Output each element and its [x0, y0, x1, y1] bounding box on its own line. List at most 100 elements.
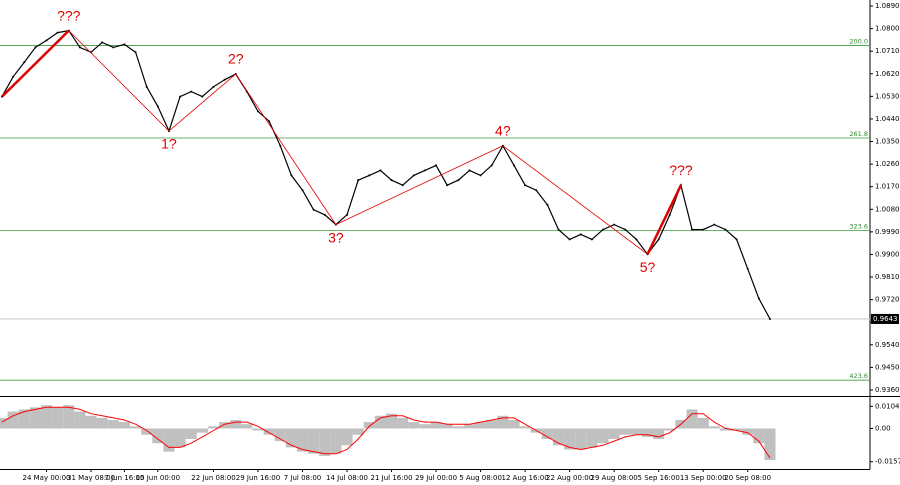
wave-label: ???	[669, 162, 693, 178]
histogram-bar	[697, 417, 709, 429]
wave-label: 2?	[228, 51, 244, 67]
price-point	[301, 189, 304, 192]
price-point	[379, 169, 382, 172]
price-point	[535, 189, 538, 192]
price-point	[290, 174, 293, 177]
x-tick-label: 15 Jun 00:00	[136, 474, 180, 482]
histogram-bar	[586, 428, 598, 448]
x-tick-label: 29 Jul 00:00	[415, 474, 457, 482]
histogram-bar	[319, 428, 331, 456]
histogram-bar	[74, 411, 86, 429]
histogram-bar	[408, 422, 420, 429]
histogram-bar	[308, 428, 320, 454]
price-point	[212, 85, 215, 88]
price-point	[479, 174, 482, 177]
y-tick-label: 0.9450	[875, 363, 900, 371]
histogram-bar	[241, 424, 253, 429]
price-point	[45, 39, 48, 42]
price-point	[312, 208, 315, 211]
histogram-bar	[575, 428, 587, 450]
histogram-bar	[430, 422, 442, 429]
x-tick-label: 22 Jun 08:00	[191, 474, 235, 482]
histogram-bar	[0, 417, 8, 429]
price-point	[746, 267, 749, 270]
histogram-bar	[52, 407, 64, 429]
price-point	[724, 228, 727, 231]
wave-label: 5?	[640, 259, 656, 275]
y-tick-label: 0.9990	[875, 228, 900, 236]
x-tick-label: 14 Jul 08:00	[326, 474, 368, 482]
price-point	[735, 238, 738, 241]
price-point	[78, 46, 81, 49]
last-price-label: 0.9643	[873, 315, 898, 323]
fib-level-label: 200.0	[849, 37, 868, 45]
fib-level-label: 261.8	[849, 130, 868, 138]
histogram-bar	[552, 428, 565, 446]
price-point	[256, 110, 259, 113]
y-tick-label: 0.9810	[875, 273, 900, 281]
histogram-bar	[564, 428, 576, 450]
x-tick-label: 5 Aug 08:00	[459, 474, 502, 482]
price-point	[346, 213, 349, 216]
wave-segment	[68, 30, 170, 132]
y-tick-label: 0.9900	[875, 250, 900, 258]
last-price-box	[871, 313, 899, 324]
price-point	[457, 179, 460, 182]
y-tick-label: 0.9540	[875, 341, 900, 349]
histogram-bar	[274, 428, 286, 442]
histogram-bar	[374, 415, 386, 429]
y-tick-label: 1.0170	[875, 183, 900, 191]
wave-label: 4?	[495, 123, 511, 139]
histogram-bar	[40, 405, 53, 429]
price-point	[156, 105, 159, 108]
y-tick-label: -0.01578	[875, 458, 900, 466]
wave-segment	[235, 73, 337, 225]
histogram-bar	[18, 409, 30, 429]
y-tick-label: 0.01045	[875, 402, 900, 410]
x-tick-label: 22 Aug 00:00	[546, 474, 593, 482]
x-tick-label: 29 Aug 08:00	[591, 474, 638, 482]
x-tick-label: 31 May 08:00	[67, 474, 115, 482]
price-point	[512, 164, 515, 167]
wave-segment	[1, 29, 70, 98]
price-point	[268, 120, 271, 123]
histogram-bar	[497, 415, 509, 429]
histogram-bar	[129, 426, 142, 429]
price-point	[412, 174, 415, 177]
price-point	[223, 78, 226, 81]
histogram-bar	[163, 428, 175, 452]
histogram-bar	[463, 424, 476, 429]
histogram-bar	[597, 428, 609, 444]
price-point	[590, 238, 593, 241]
histogram-bar	[708, 426, 720, 429]
price-point	[546, 203, 549, 206]
histogram-bar	[285, 428, 297, 448]
histogram-bar	[608, 428, 620, 439]
price-point	[34, 46, 37, 49]
price-point	[713, 223, 716, 226]
price-point	[56, 31, 59, 34]
histogram-bar	[296, 428, 309, 452]
y-tick-label: 1.0710	[875, 47, 900, 55]
y-tick-label: 1.0440	[875, 115, 900, 123]
histogram-bar	[118, 422, 130, 429]
price-point	[323, 213, 326, 216]
y-tick-label: 1.0080	[875, 205, 900, 213]
price-point	[524, 184, 527, 187]
histogram-bar	[196, 428, 208, 433]
histogram-bar	[141, 428, 153, 435]
x-tick-label: 29 Jun 16:00	[236, 474, 280, 482]
price-point	[123, 43, 126, 46]
histogram-bar	[63, 405, 75, 429]
y-tick-label: 1.0260	[875, 160, 900, 168]
price-point	[568, 238, 571, 241]
price-point	[691, 228, 694, 231]
x-tick-label: 7 Jul 08:00	[284, 474, 322, 482]
histogram-bar	[96, 417, 108, 429]
price-point	[702, 228, 705, 231]
price-point	[357, 179, 360, 182]
histogram-bar	[341, 428, 353, 446]
